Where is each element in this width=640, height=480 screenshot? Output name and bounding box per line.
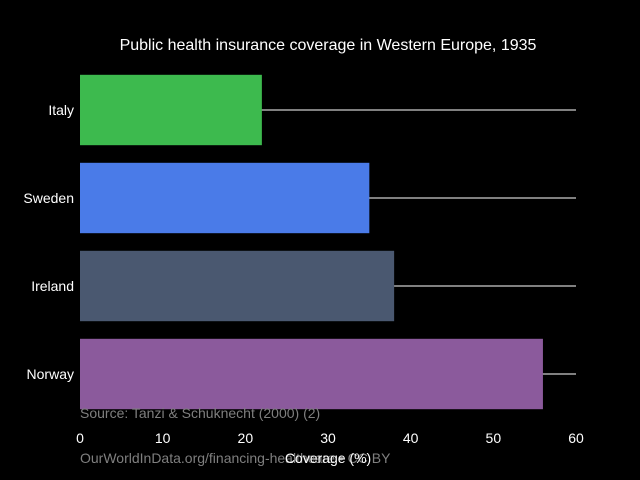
bar-norway (80, 338, 543, 410)
x-tick-30: 30 (320, 430, 336, 446)
bar-ireland (80, 250, 395, 322)
bar-italy (80, 74, 262, 146)
category-label-sweden: Sweden (23, 190, 74, 206)
x-axis-ticks: 0 10 20 30 40 50 60 (76, 430, 584, 446)
url-note: OurWorldInData.org/financing-healthcare … (80, 450, 391, 466)
x-axis-label: Coverage (%) (285, 450, 371, 466)
bar-sweden (80, 162, 370, 234)
x-tick-20: 20 (238, 430, 254, 446)
category-label-italy: Italy (48, 102, 74, 118)
source-note: Source: Tanzi & Schuknecht (2000) (2) (80, 405, 320, 421)
category-label-ireland: Ireland (31, 278, 74, 294)
gridlines (80, 109, 576, 375)
x-tick-60: 60 (568, 430, 584, 446)
chart-title: Public health insurance coverage in West… (120, 37, 537, 54)
bars (80, 74, 543, 410)
category-label-norway: Norway (27, 366, 74, 382)
x-tick-40: 40 (403, 430, 419, 446)
category-labels: Italy Sweden Ireland Norway (23, 102, 74, 382)
x-tick-0: 0 (76, 430, 84, 446)
x-tick-50: 50 (486, 430, 502, 446)
x-tick-10: 10 (155, 430, 171, 446)
